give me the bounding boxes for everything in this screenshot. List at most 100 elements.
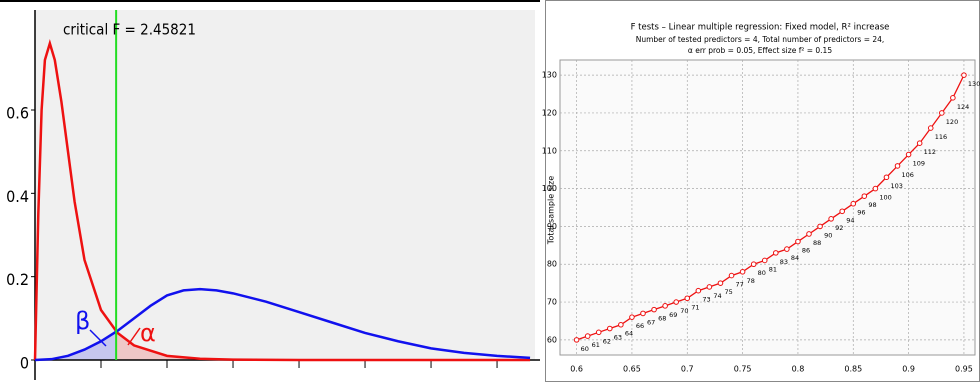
point (728, 272, 735, 279)
point (673, 299, 680, 305)
value-label: 67 (647, 318, 655, 326)
point (573, 337, 580, 343)
value-label: 78 (747, 277, 755, 285)
point (662, 303, 668, 309)
value-label: 69 (669, 311, 677, 319)
point (795, 238, 801, 245)
point (828, 216, 834, 222)
value-label: 96 (857, 209, 865, 217)
y-tick-label: 0.2 (6, 270, 29, 289)
x-tick-label: 0.95 (955, 365, 973, 374)
critical-label: critical F = 2.45821 (63, 21, 196, 39)
point (750, 261, 757, 268)
point (717, 280, 724, 286)
point (883, 174, 890, 181)
y-tick-label: 70 (547, 298, 557, 307)
value-label: 68 (658, 315, 666, 323)
point (651, 306, 657, 313)
point (817, 223, 823, 230)
y-tick-label: 0 (20, 354, 29, 373)
alpha-pointer (127, 327, 141, 346)
chart-title: F tests – Linear multiple regression: Fi… (631, 23, 890, 33)
y-tick-label: 90 (547, 222, 557, 231)
beta-label: β (75, 307, 90, 335)
point (894, 163, 901, 169)
value-label: 64 (625, 330, 633, 338)
x-tick-label: 0.85 (844, 365, 862, 374)
x-tick-label: 0.9 (902, 365, 915, 374)
value-label: 60 (581, 345, 589, 353)
point (839, 208, 846, 215)
x-tick-label: 0.8 (792, 365, 805, 374)
point (739, 268, 746, 275)
value-label: 84 (791, 254, 799, 262)
point (618, 321, 624, 328)
point (607, 325, 613, 332)
curve (33, 38, 531, 362)
value-label: 120 (946, 118, 958, 126)
value-label: 103 (890, 182, 902, 190)
y-tick-label: 80 (547, 260, 557, 269)
value-label: 83 (780, 258, 788, 266)
value-label: 70 (680, 307, 688, 315)
point (784, 246, 790, 252)
value-label: 130 (968, 80, 980, 88)
point (773, 250, 779, 256)
beta-area (35, 331, 117, 360)
y-tick-label: 120 (542, 108, 557, 117)
point (695, 287, 702, 294)
chart-subtitle: α err prob = 0.05, Effect size f² = 0.15 (688, 46, 832, 55)
value-label: 86 (802, 247, 810, 255)
value-label: 62 (603, 337, 611, 345)
value-label: 75 (724, 288, 732, 296)
point (927, 125, 934, 131)
point (761, 257, 768, 264)
point (850, 200, 857, 207)
y-tick-label: 100 (542, 184, 557, 193)
chart-subtitle: Number of tested predictors = 4, Total n… (636, 35, 885, 44)
y-tick-label: 130 (542, 71, 557, 80)
value-label: 74 (713, 292, 721, 300)
point (961, 72, 967, 78)
value-label: 61 (592, 341, 600, 349)
x-tick-label: 0.7 (681, 365, 694, 374)
y-tick-label: 60 (547, 335, 557, 344)
value-label: 81 (769, 265, 777, 273)
value-label: 112 (924, 148, 936, 156)
point (584, 333, 591, 339)
value-label: 66 (636, 322, 644, 330)
y-axis-label: Total sample size (547, 176, 556, 245)
point (872, 185, 879, 192)
alpha-area (116, 331, 531, 360)
point (706, 284, 713, 290)
x-tick-label: 0.65 (623, 365, 641, 374)
point (939, 110, 945, 116)
value-label: 116 (935, 133, 947, 141)
value-label: 94 (846, 216, 854, 224)
point (905, 151, 912, 158)
x-tick-label: 0.6 (570, 365, 583, 374)
y-tick-label: 0.6 (6, 104, 29, 123)
point (916, 140, 923, 147)
curve (34, 287, 531, 362)
value-label: 73 (702, 296, 710, 304)
value-label: 88 (813, 239, 821, 247)
y-tick-label: 0.4 (6, 187, 29, 206)
point (861, 193, 868, 199)
value-label: 71 (691, 303, 699, 311)
value-label: 100 (879, 194, 891, 202)
x-tick-label: 0.75 (734, 365, 752, 374)
value-label: 92 (835, 224, 843, 232)
point (806, 231, 812, 237)
plot-area (35, 10, 535, 360)
beta-pointer (89, 329, 107, 347)
point (595, 329, 602, 336)
alpha-label: α (140, 319, 156, 347)
y-tick-label: 110 (542, 146, 557, 155)
plot-area (559, 59, 976, 356)
value-label: 109 (913, 160, 925, 168)
value-label: 63 (614, 334, 622, 342)
value-label: 124 (957, 103, 969, 111)
point (629, 314, 635, 320)
